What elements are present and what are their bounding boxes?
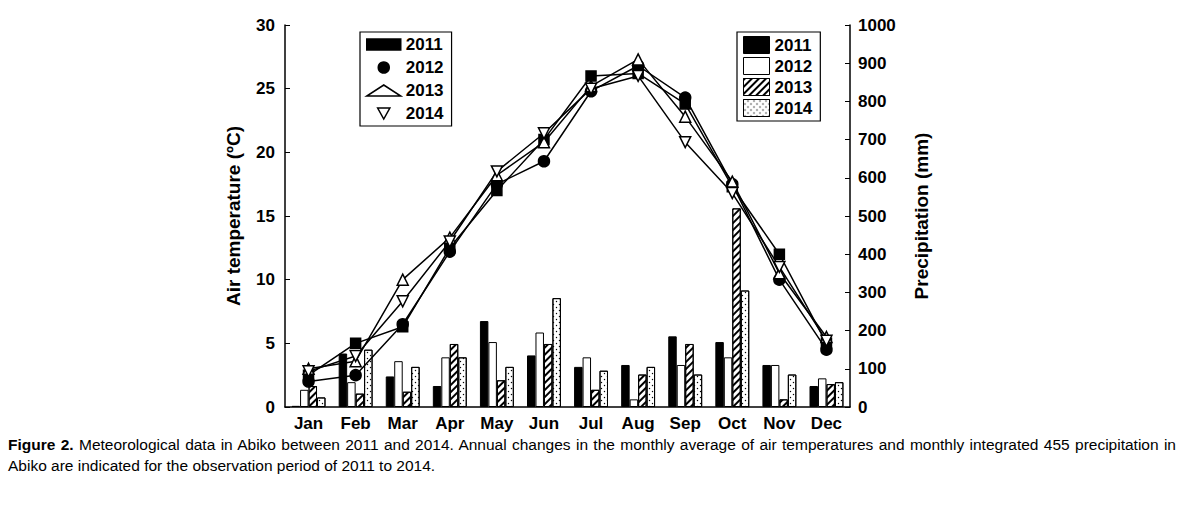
svg-text:May: May: [480, 414, 514, 432]
svg-text:Apr: Apr: [435, 414, 465, 432]
svg-text:Jul: Jul: [579, 414, 604, 432]
svg-text:Feb: Feb: [341, 414, 371, 432]
svg-text:1000: 1000: [858, 16, 896, 35]
svg-text:2012: 2012: [406, 58, 444, 77]
svg-text:2011: 2011: [406, 35, 443, 54]
svg-text:Aug: Aug: [622, 414, 655, 432]
svg-text:200: 200: [858, 321, 886, 340]
svg-text:Nov: Nov: [763, 414, 796, 432]
svg-text:2011: 2011: [775, 36, 812, 55]
svg-text:100: 100: [858, 359, 886, 378]
svg-text:500: 500: [858, 207, 886, 226]
svg-text:Mar: Mar: [388, 414, 419, 432]
svg-text:Air temperature (ºC): Air temperature (ºC): [223, 126, 244, 306]
svg-text:20: 20: [256, 143, 275, 162]
svg-text:700: 700: [858, 130, 886, 149]
svg-text:0: 0: [858, 398, 867, 417]
svg-text:Precipitation (mm): Precipitation (mm): [911, 133, 932, 300]
svg-text:5: 5: [266, 334, 275, 353]
svg-text:Jan: Jan: [294, 414, 323, 432]
svg-text:800: 800: [858, 92, 886, 111]
svg-text:Sep: Sep: [670, 414, 701, 432]
svg-text:10: 10: [256, 270, 275, 289]
svg-text:30: 30: [256, 16, 275, 35]
svg-text:0: 0: [266, 398, 275, 417]
svg-text:15: 15: [256, 207, 275, 226]
svg-text:2012: 2012: [775, 57, 813, 76]
svg-text:Jun: Jun: [529, 414, 559, 432]
svg-text:2013: 2013: [775, 78, 813, 97]
svg-text:Dec: Dec: [811, 414, 842, 432]
svg-text:600: 600: [858, 168, 886, 187]
svg-text:25: 25: [256, 79, 275, 98]
svg-text:900: 900: [858, 54, 886, 73]
svg-text:400: 400: [858, 245, 886, 264]
svg-text:2013: 2013: [406, 81, 444, 100]
svg-text:300: 300: [858, 283, 886, 302]
svg-text:2014: 2014: [406, 104, 444, 123]
svg-text:2014: 2014: [775, 99, 813, 118]
html-text:Figure 2. Meteorological data: Figure 2. Meteorological data in Abiko b…: [8, 436, 1176, 474]
svg-text:Oct: Oct: [718, 414, 747, 432]
